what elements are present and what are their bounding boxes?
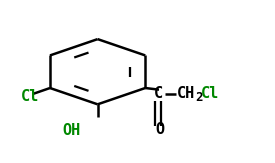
Text: C: C <box>153 86 163 101</box>
Text: OH: OH <box>63 123 81 138</box>
Text: O: O <box>155 122 165 137</box>
Text: Cl: Cl <box>21 89 39 104</box>
Text: CH: CH <box>177 86 196 101</box>
Text: Cl: Cl <box>201 86 219 101</box>
Text: 2: 2 <box>195 91 203 104</box>
